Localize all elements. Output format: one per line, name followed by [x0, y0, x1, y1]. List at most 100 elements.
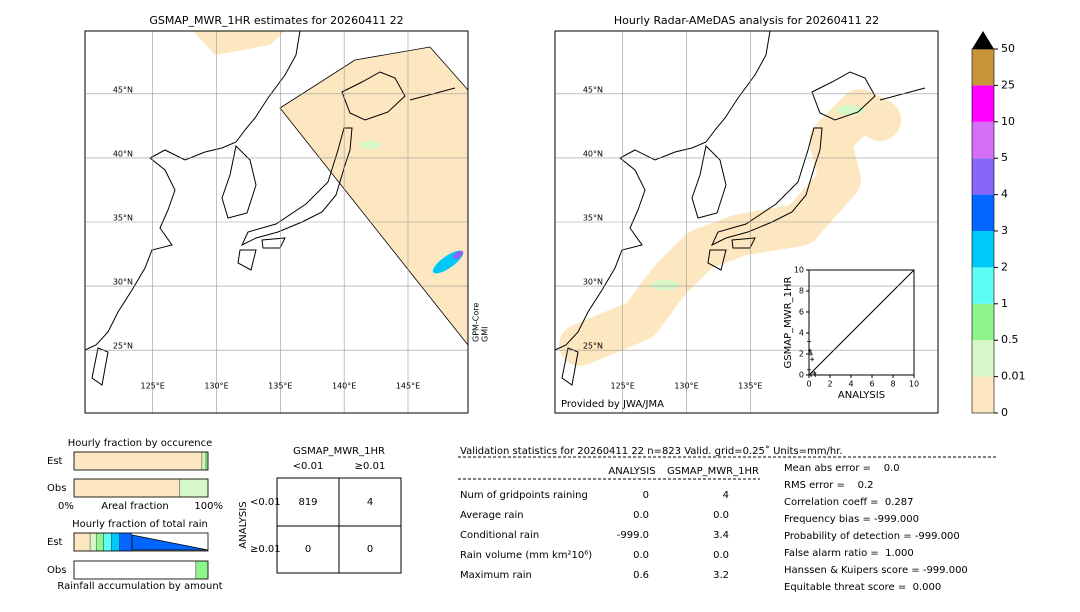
- colorbar-segment: [972, 158, 994, 195]
- y-tick-label: 45°N: [113, 85, 133, 94]
- map-frame: [554, 30, 939, 414]
- cell: 819: [298, 497, 317, 508]
- point: [807, 339, 811, 344]
- bar-segment: [73, 451, 203, 471]
- map-frame: [84, 30, 469, 414]
- x-tick-label: 0: [806, 380, 811, 389]
- radar-coverage: [559, 89, 901, 366]
- stat-value: 0.0: [713, 550, 729, 561]
- y-tick-label: 40°N: [113, 149, 133, 158]
- point: [808, 348, 813, 353]
- bar-segment: [103, 532, 112, 552]
- bar-segment: [195, 560, 209, 580]
- stat-label: Maximum rain: [460, 570, 532, 581]
- wedge: [131, 534, 209, 551]
- sensor-label: GMI: [481, 327, 490, 342]
- row-label: ≥0.01: [250, 544, 281, 555]
- score: Mean abs error = 0.0: [784, 463, 900, 474]
- stat-value: 0.0: [633, 550, 649, 561]
- point: [810, 357, 815, 362]
- cell: 4: [367, 497, 373, 508]
- stat-value: 0.0: [633, 510, 649, 521]
- bar-segment: [179, 478, 209, 498]
- bar-segment: [111, 532, 120, 552]
- colorbar-label: 3: [1001, 224, 1008, 237]
- colorbar-label: 1: [1001, 297, 1008, 310]
- colorbar-label: 2: [1001, 260, 1008, 273]
- map-title: GSMAP_MWR_1HR estimates for 20260411 22: [149, 14, 403, 27]
- x-tick-label: 145°E: [396, 382, 420, 391]
- y-tick-label: 6: [799, 308, 804, 317]
- axis-label: Areal fraction: [101, 501, 168, 512]
- stat-value: 0.6: [633, 570, 649, 581]
- panel-title: Hourly fraction by occurence: [68, 438, 212, 449]
- bar-frame: [73, 451, 209, 471]
- rain-area: [360, 141, 380, 149]
- stat-value: 3.4: [713, 530, 729, 541]
- y-tick-label: 25°N: [113, 342, 133, 351]
- colorbar-segment: [972, 121, 994, 159]
- stat-value: -999.0: [617, 530, 649, 541]
- stat-label: Num of gridpoints raining: [460, 490, 588, 501]
- swath: [193, 31, 285, 55]
- x-axis-label: ANALYSIS: [838, 390, 885, 401]
- y-tick-label: 10: [794, 266, 804, 275]
- bar-frame: [73, 560, 209, 580]
- one-to-one-line: [808, 269, 915, 376]
- credit: Provided by JWA/JMA: [561, 399, 664, 410]
- stat-label: Average rain: [460, 510, 524, 521]
- x-tick-label: 8: [890, 380, 895, 389]
- x-tick-label: 10: [909, 380, 919, 389]
- scatter-frame: [808, 269, 915, 376]
- bar-segment: [73, 560, 197, 580]
- colorbar-label: 4: [1001, 188, 1008, 201]
- axis-label: 0%: [58, 501, 74, 512]
- stat-value: 3.2: [713, 570, 729, 581]
- score: RMS error = 0.2: [784, 480, 874, 491]
- stat-value: 0.0: [713, 510, 729, 521]
- score: False alarm ratio = 1.000: [784, 548, 914, 559]
- colorbar-label: 10: [1001, 115, 1015, 128]
- row-label: <0.01: [250, 497, 281, 508]
- row-label: Obs: [47, 483, 66, 494]
- colorbar-label: 50: [1001, 42, 1015, 55]
- x-tick-label: 2: [827, 380, 832, 389]
- colorbar-label: 5: [1001, 151, 1008, 164]
- inset-background: [776, 262, 930, 402]
- stat-value: 0: [643, 490, 649, 501]
- colorbar-label: 0: [1001, 406, 1008, 419]
- colorbar-segment: [972, 267, 994, 304]
- axis-label: 100%: [194, 501, 223, 512]
- y-tick-label: 30°N: [583, 278, 603, 287]
- stats-header: Validation statistics for 20260411 22 n=…: [460, 445, 843, 457]
- y-tick-label: 25°N: [583, 342, 603, 351]
- point: [809, 373, 814, 377]
- x-tick-label: 4: [848, 380, 853, 389]
- y-tick-label: 35°N: [583, 214, 603, 223]
- bar-segment: [89, 532, 97, 552]
- x-tick-label: 125°E: [610, 382, 634, 391]
- colorbar-segment: [972, 303, 994, 341]
- column-label: GSMAP_MWR_1HR: [667, 466, 759, 477]
- stat-label: Rain volume (mm km²10⁶): [460, 550, 592, 561]
- cell: 0: [305, 544, 311, 555]
- colorbar-label: 0.01: [1001, 370, 1026, 383]
- panel-title: Hourly fraction of total rain: [72, 519, 208, 530]
- y-axis-label: GSMAP_MWR_1HR: [783, 277, 794, 369]
- colorbar-label: 0.5: [1001, 333, 1019, 346]
- row-label: Est: [47, 537, 63, 548]
- x-tick-label: 6: [869, 380, 874, 389]
- y-tick-label: 45°N: [583, 85, 603, 94]
- column-label: <0.01: [293, 461, 324, 472]
- point: [807, 367, 811, 372]
- bar-segment: [73, 532, 91, 552]
- x-tick-label: 130°E: [204, 382, 228, 391]
- score: Equitable threat score = 0.000: [784, 582, 941, 593]
- bar-segment: [96, 532, 104, 552]
- cell: 0: [367, 544, 373, 555]
- table-title: GSMAP_MWR_1HR: [293, 446, 385, 457]
- point: [812, 370, 817, 375]
- y-tick-label: 2: [799, 350, 804, 359]
- column-label: ≥0.01: [355, 461, 386, 472]
- score: Hanssen & Kuipers score = -999.000: [784, 565, 968, 576]
